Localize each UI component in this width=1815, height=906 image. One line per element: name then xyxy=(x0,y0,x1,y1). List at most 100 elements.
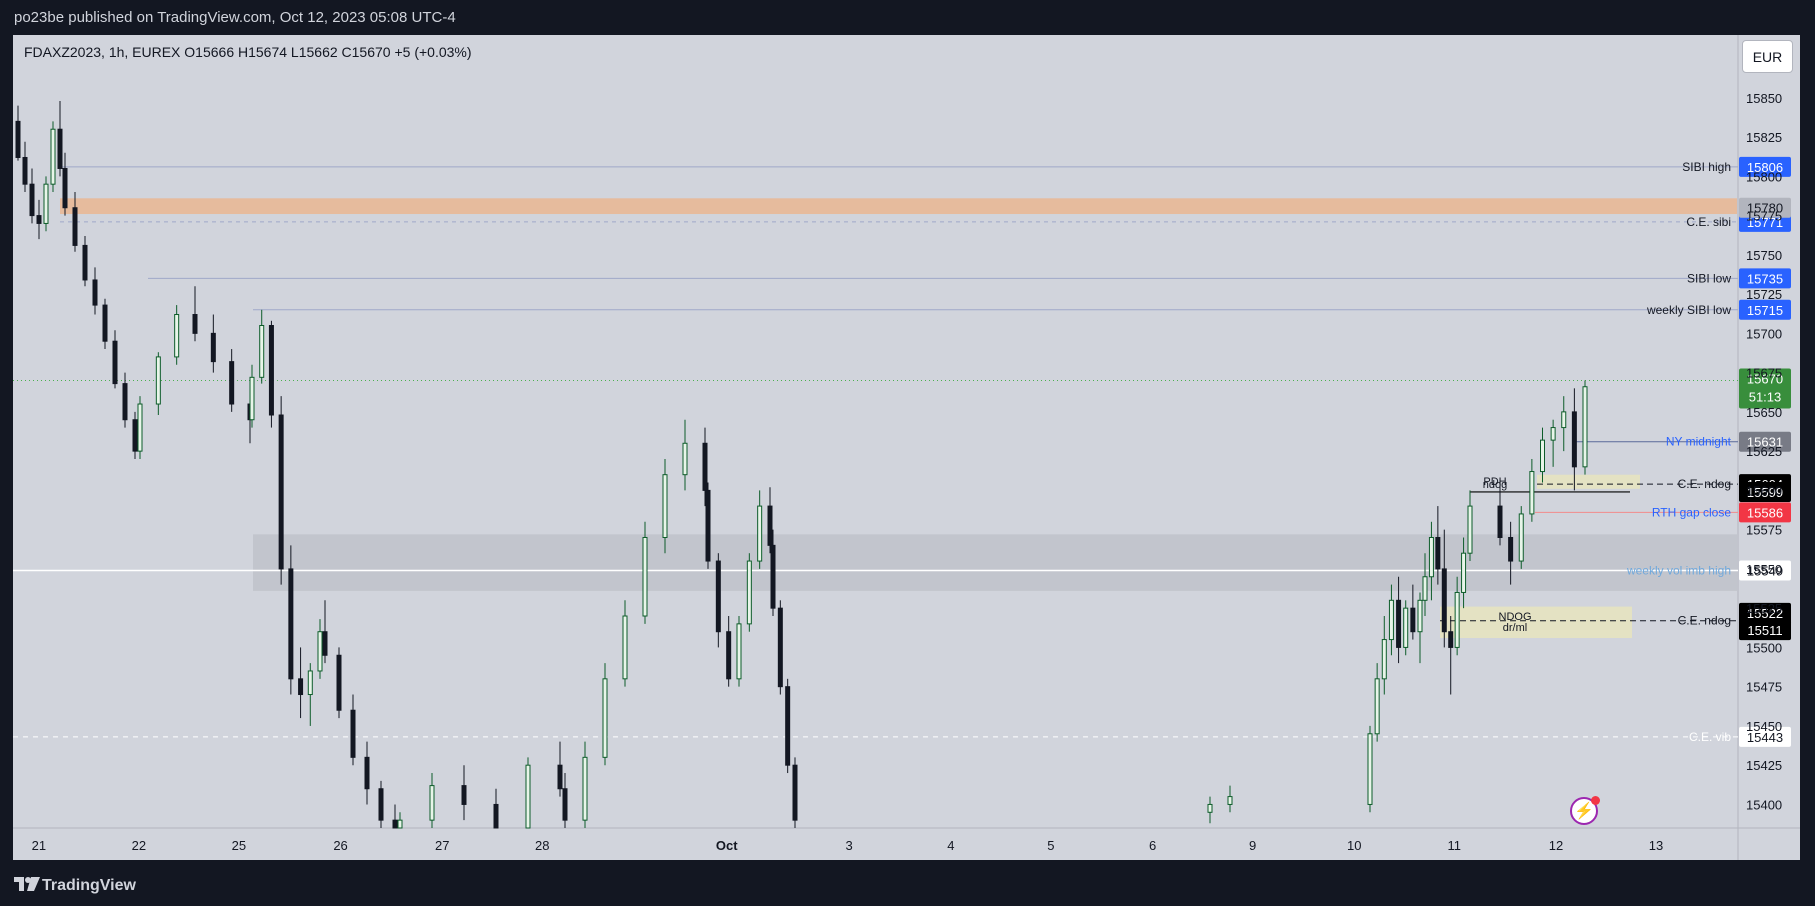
candle-body-41 xyxy=(557,764,563,790)
candle-body-82 xyxy=(1529,471,1535,515)
x-tick-9: 5 xyxy=(1047,838,1054,853)
y-tick-12: 15575 xyxy=(1746,523,1782,538)
x-tick-14: 12 xyxy=(1549,838,1563,853)
candle-body-13 xyxy=(122,383,128,421)
candle-body-12 xyxy=(112,340,118,385)
level-badge-text-9: 15443 xyxy=(1747,730,1783,745)
y-tick-14: 15525 xyxy=(1746,601,1782,616)
y-tick-17: 15450 xyxy=(1746,719,1782,734)
publisher-text: po23be published on TradingView.com, Oct… xyxy=(14,9,456,26)
x-tick-3: 26 xyxy=(333,838,347,853)
y-tick-5: 15750 xyxy=(1746,248,1782,263)
weekly-vol-imb-zone xyxy=(253,534,1737,591)
candle-body-78 xyxy=(1467,505,1473,554)
candle-body-4 xyxy=(43,183,49,224)
candle-body-45 xyxy=(622,615,628,680)
footer-brand: TradingView xyxy=(42,877,136,894)
level-badge-4 xyxy=(1739,431,1791,452)
candle-body-10 xyxy=(92,279,98,306)
candle-body-84 xyxy=(1550,427,1556,441)
level-label-5: C.E. ndog xyxy=(1678,477,1731,491)
zone-label-3: dr/ml xyxy=(1503,622,1527,634)
candle-body-38 xyxy=(461,785,467,805)
y-tick-6: 15725 xyxy=(1746,287,1782,302)
candle-body-73 xyxy=(1435,536,1441,570)
x-tick-0: 21 xyxy=(32,838,46,853)
candle-body-64 xyxy=(1374,678,1380,735)
candle-body-35 xyxy=(392,819,398,829)
level-label-3: weekly SIBI low xyxy=(1646,303,1731,317)
candle-body-17 xyxy=(174,314,180,358)
candle-body-44 xyxy=(602,678,608,758)
x-tick-15: 13 xyxy=(1649,838,1663,853)
footer-bar xyxy=(0,868,1815,906)
candle-body-30 xyxy=(322,631,328,656)
level-label-2: SIBI low xyxy=(1687,271,1731,285)
currency-button[interactable]: EUR xyxy=(1742,40,1793,73)
level-badge-text-3: 15715 xyxy=(1747,303,1783,318)
candle-body-70 xyxy=(1417,599,1423,633)
candle-body-2 xyxy=(29,183,35,217)
zone-label-0: PDH xyxy=(1483,476,1506,488)
level-label-9: C.E. vib xyxy=(1689,730,1731,744)
candle-body-37 xyxy=(429,785,435,821)
y-tick-18: 15425 xyxy=(1746,758,1782,773)
x-tick-10: 6 xyxy=(1149,838,1156,853)
y-tick-9: 15650 xyxy=(1746,405,1782,420)
candle-body-67 xyxy=(1396,599,1402,648)
candle-body-60 xyxy=(792,764,798,821)
candle-body-33 xyxy=(364,756,370,790)
y-tick-2: 15825 xyxy=(1746,130,1782,145)
level-badge-text-6: 15586 xyxy=(1747,505,1783,520)
extra-badge-1 xyxy=(1739,481,1791,502)
candle-body-31 xyxy=(336,654,342,711)
x-tick-5: 28 xyxy=(535,838,549,853)
candle-body-52 xyxy=(726,631,732,680)
x-tick-8: 4 xyxy=(947,838,954,853)
level-badge-3 xyxy=(1739,299,1791,320)
candle-body-86 xyxy=(1571,411,1577,468)
candle-body-3 xyxy=(36,215,42,224)
last-price-text: 15670 xyxy=(1747,371,1783,386)
notification-dot xyxy=(1591,796,1600,805)
candle-body-79 xyxy=(1497,505,1503,538)
candle-body-32 xyxy=(350,709,356,758)
candle-body-51 xyxy=(715,560,721,633)
candle-body-57 xyxy=(770,544,776,609)
x-tick-7: 3 xyxy=(846,838,853,853)
extra-badge-text-1: 15599 xyxy=(1747,485,1783,500)
candle-body-20 xyxy=(229,361,235,405)
candle-body-68 xyxy=(1403,607,1409,648)
candle-body-69 xyxy=(1410,607,1416,633)
y-tick-19: 15400 xyxy=(1746,797,1782,812)
candle-body-74 xyxy=(1441,568,1447,633)
candle-body-14 xyxy=(132,419,138,452)
level-badge-text-0: 15806 xyxy=(1747,160,1783,175)
lightning-icon[interactable]: ⚡ xyxy=(1570,797,1598,825)
candle-body-53 xyxy=(736,623,742,680)
x-tick-1: 22 xyxy=(132,838,146,853)
y-tick-10: 15625 xyxy=(1746,444,1782,459)
level-label-1: C.E. sibi xyxy=(1686,215,1731,229)
candle-body-42 xyxy=(562,788,568,821)
y-tick-15: 15500 xyxy=(1746,640,1782,655)
candle-body-11 xyxy=(102,304,108,342)
sibi-zone xyxy=(60,198,1737,215)
candle-body-72 xyxy=(1428,536,1434,578)
level-badge-text-2: 15735 xyxy=(1747,271,1783,286)
candle-body-66 xyxy=(1388,599,1394,641)
candle-body-63 xyxy=(1367,733,1373,805)
price-chart[interactable]: SIBI high 15806 C.E. sibi 15771 SIBI low 1573… xyxy=(0,0,1815,868)
extra-badge-0 xyxy=(1739,197,1791,218)
candle-body-47 xyxy=(662,474,668,538)
y-tick-7: 15700 xyxy=(1746,326,1782,341)
y-tick-8: 15675 xyxy=(1746,366,1782,381)
candle-body-62 xyxy=(1227,796,1233,805)
x-tick-4: 27 xyxy=(435,838,449,853)
extra-badge-2 xyxy=(1739,602,1791,623)
candle-body-23 xyxy=(259,325,265,378)
candle-body-26 xyxy=(288,568,294,680)
candle-body-16 xyxy=(155,356,161,405)
y-tick-11: 15600 xyxy=(1746,483,1782,498)
extra-badge-text-2: 15522 xyxy=(1747,606,1783,621)
